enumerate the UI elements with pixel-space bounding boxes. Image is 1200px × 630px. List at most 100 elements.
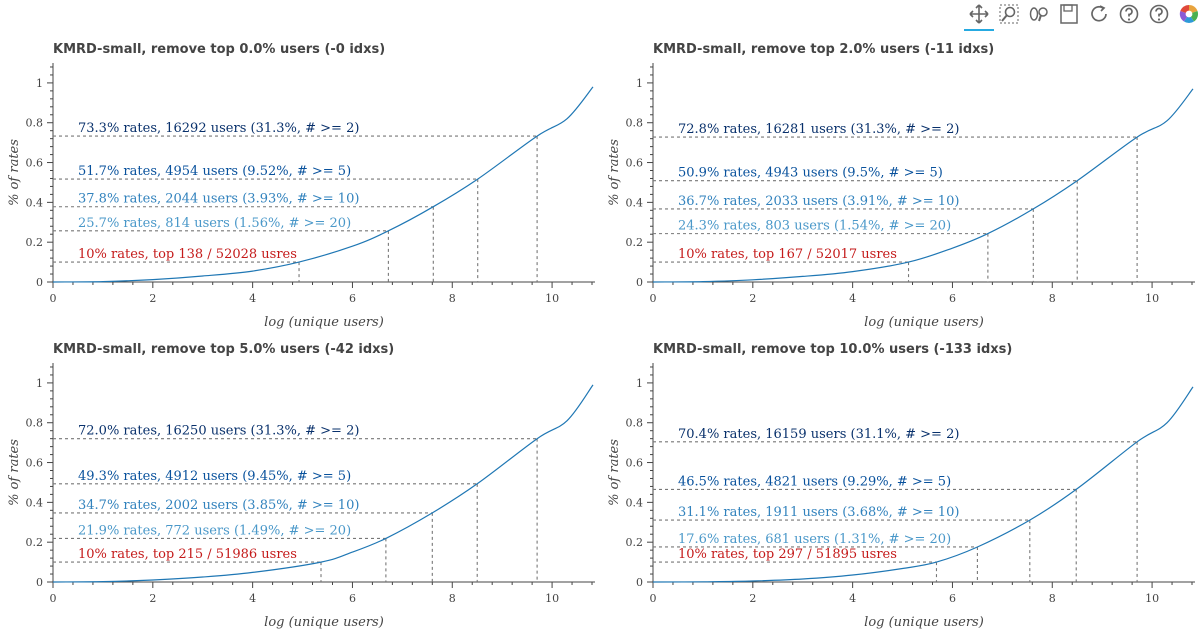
bokeh-logo-tool-button[interactable]	[1178, 3, 1200, 25]
x-tick-label: 8	[1049, 592, 1056, 605]
y-tick-label: 0.6	[626, 157, 644, 170]
x-tick-label: 4	[249, 592, 256, 605]
chart-panel-3: KMRD-small, remove top 5.0% users (-42 i…	[7, 342, 595, 630]
y-tick-label: 1	[36, 77, 43, 90]
x-tick-label: 2	[149, 292, 156, 305]
x-tick-label: 8	[449, 592, 456, 605]
cumulative-rates-curve	[52, 86, 594, 283]
x-tick-label: 2	[149, 592, 156, 605]
y-tick-label: 0.2	[626, 236, 644, 249]
y-axis-label: % of rates	[607, 139, 622, 206]
x-tick-label: 10	[545, 592, 559, 605]
y-tick-label: 0	[636, 276, 643, 289]
chart-title: KMRD-small, remove top 10.0% users (-133…	[653, 342, 1012, 357]
y-tick-label: 0	[36, 276, 43, 289]
y-tick-label: 1	[636, 77, 643, 90]
x-tick-label: 6	[949, 592, 956, 605]
y-tick-label: 0.4	[626, 496, 644, 509]
y-tick-label: 1	[636, 377, 643, 390]
chart-panel-1: KMRD-small, remove top 0.0% users (-0 id…	[7, 42, 595, 330]
y-axis-label: % of rates	[7, 139, 22, 206]
y-tick-label: 0.2	[26, 536, 44, 549]
threshold-annotation: 51.7% rates, 4954 users (9.52%, # >= 5)	[78, 164, 351, 179]
threshold-annotation: 24.3% rates, 803 users (1.54%, # >= 20)	[678, 219, 951, 234]
y-tick-label: 0.4	[626, 196, 644, 209]
cumulative-rates-curve	[652, 88, 1194, 283]
y-tick-label: 0.4	[26, 196, 44, 209]
x-tick-label: 10	[545, 292, 559, 305]
x-tick-label: 6	[349, 592, 356, 605]
y-tick-label: 0.8	[26, 417, 44, 430]
threshold-annotation: 72.0% rates, 16250 users (31.3%, # >= 2)	[78, 424, 359, 439]
bokeh-logo-icon	[1179, 4, 1199, 24]
threshold-annotation: 10% rates, top 297 / 51895 usres	[678, 547, 897, 562]
chart-title: KMRD-small, remove top 2.0% users (-11 i…	[653, 42, 994, 57]
x-axis-label: log (unique users)	[864, 315, 984, 330]
y-tick-label: 0	[36, 576, 43, 589]
x-axis-label: log (unique users)	[264, 615, 384, 630]
save-icon	[1060, 4, 1078, 24]
threshold-annotation: 10% rates, top 138 / 52028 usres	[78, 247, 297, 262]
x-tick-label: 10	[1145, 292, 1159, 305]
threshold-annotation: 10% rates, top 215 / 51986 usres	[78, 547, 297, 562]
threshold-annotation: 73.3% rates, 16292 users (31.3%, # >= 2)	[78, 121, 359, 136]
y-tick-label: 0.6	[626, 457, 644, 470]
threshold-annotation: 17.6% rates, 681 users (1.31%, # >= 20)	[678, 532, 951, 547]
x-tick-label: 0	[650, 292, 657, 305]
y-tick-label: 0	[636, 576, 643, 589]
threshold-annotation: 50.9% rates, 4943 users (9.5%, # >= 5)	[678, 166, 943, 181]
x-tick-label: 6	[349, 292, 356, 305]
threshold-annotation: 72.8% rates, 16281 users (31.3%, # >= 2)	[678, 122, 959, 137]
wheel-zoom-tool-button[interactable]	[1028, 3, 1050, 25]
chart-title: KMRD-small, remove top 0.0% users (-0 id…	[53, 42, 385, 57]
threshold-annotation: 10% rates, top 167 / 52017 usres	[678, 247, 897, 262]
x-tick-label: 0	[50, 592, 57, 605]
save-tool-button[interactable]	[1058, 3, 1080, 25]
chart-panel-4: KMRD-small, remove top 10.0% users (-133…	[607, 342, 1195, 630]
y-tick-label: 1	[36, 377, 43, 390]
y-tick-label: 0.4	[26, 496, 44, 509]
y-tick-label: 0.6	[26, 457, 44, 470]
threshold-annotation: 37.8% rates, 2044 users (3.93%, # >= 10)	[78, 192, 359, 207]
help-tool-button[interactable]	[1148, 3, 1170, 25]
y-tick-label: 0.8	[26, 117, 44, 130]
y-tick-label: 0.8	[626, 117, 644, 130]
chart-title: KMRD-small, remove top 5.0% users (-42 i…	[53, 342, 394, 357]
chart-panel-2: KMRD-small, remove top 2.0% users (-11 i…	[607, 42, 1195, 330]
threshold-annotation: 46.5% rates, 4821 users (9.29%, # >= 5)	[678, 474, 951, 489]
x-tick-label: 4	[849, 592, 856, 605]
box-zoom-tool-button[interactable]	[998, 3, 1020, 25]
threshold-annotation: 49.3% rates, 4912 users (9.45%, # >= 5)	[78, 469, 351, 484]
threshold-annotation: 25.7% rates, 814 users (1.56%, # >= 20)	[78, 216, 351, 231]
x-axis-label: log (unique users)	[864, 615, 984, 630]
pan-tool-button[interactable]	[964, 3, 994, 31]
pan-icon	[969, 4, 989, 24]
threshold-annotation: 34.7% rates, 2002 users (3.85%, # >= 10)	[78, 498, 359, 513]
threshold-annotation: 21.9% rates, 772 users (1.49%, # >= 20)	[78, 523, 351, 538]
cumulative-rates-curve	[52, 384, 594, 583]
x-tick-label: 2	[749, 592, 756, 605]
help-icon	[1149, 4, 1169, 24]
x-tick-label: 0	[50, 292, 57, 305]
reset-icon	[1091, 5, 1107, 22]
box-zoom-icon	[999, 4, 1019, 24]
threshold-annotation: 36.7% rates, 2033 users (3.91%, # >= 10)	[678, 194, 959, 209]
x-tick-label: 10	[1145, 592, 1159, 605]
help-tool-button[interactable]	[1118, 3, 1140, 25]
y-tick-label: 0.6	[26, 157, 44, 170]
help-icon	[1119, 4, 1139, 24]
x-axis-label: log (unique users)	[264, 315, 384, 330]
x-tick-label: 0	[650, 592, 657, 605]
threshold-annotation: 70.4% rates, 16159 users (31.1%, # >= 2)	[678, 427, 959, 442]
cumulative-rates-curve	[652, 386, 1194, 583]
chart-toolbar	[960, 0, 1200, 31]
x-tick-label: 2	[749, 292, 756, 305]
reset-tool-button[interactable]	[1088, 3, 1110, 25]
x-tick-label: 6	[949, 292, 956, 305]
y-axis-label: % of rates	[7, 439, 22, 506]
wheel-zoom-icon	[1029, 7, 1048, 22]
x-tick-label: 4	[249, 292, 256, 305]
x-tick-label: 4	[849, 292, 856, 305]
y-tick-label: 0.8	[626, 417, 644, 430]
